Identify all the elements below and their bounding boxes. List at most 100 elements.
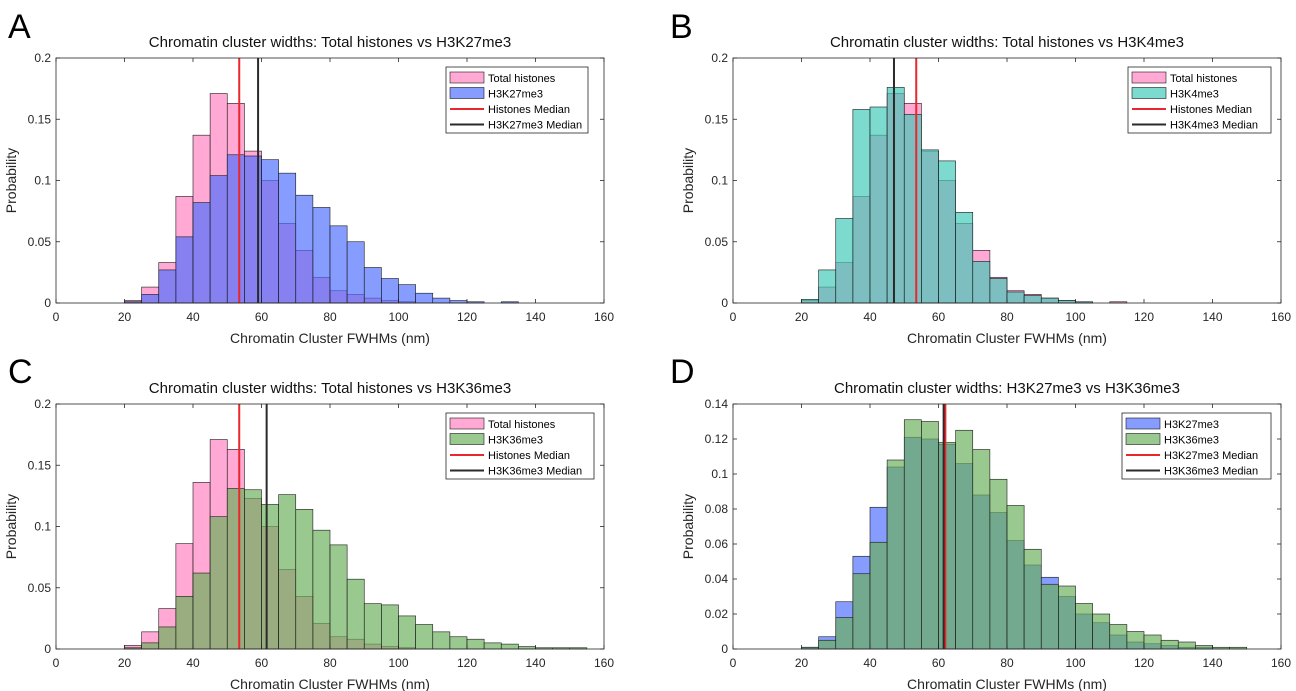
- legend-swatch: [449, 433, 485, 445]
- x-tick-label: 140: [525, 310, 545, 324]
- histogram-bar: [141, 642, 160, 650]
- x-tick-label: 80: [1000, 310, 1014, 324]
- histogram-bar: [295, 194, 314, 304]
- histogram-bar: [1143, 634, 1162, 650]
- histogram-bar: [1177, 641, 1196, 650]
- x-tick-label: 100: [388, 656, 408, 670]
- y-tick-label: 0.2: [711, 51, 728, 65]
- histogram-bar: [1126, 631, 1145, 650]
- y-tick-label: 0.08: [705, 502, 729, 516]
- histogram-bar: [955, 429, 974, 650]
- y-axis-label: Probability: [680, 494, 696, 559]
- histogram-bar: [903, 114, 922, 304]
- histogram-bar: [921, 149, 939, 304]
- histogram-bar: [955, 212, 974, 304]
- y-tick-label: 0.1: [34, 520, 51, 534]
- histogram-bar: [903, 419, 922, 650]
- histogram-bar: [869, 541, 888, 650]
- legend: H3K27me3 H3K36me3 H3K27me3 Median H3K36me3 …: [1121, 412, 1272, 480]
- histogram-bar: [261, 159, 279, 304]
- panel-letter: C: [8, 353, 33, 391]
- x-tick-label: 140: [1202, 656, 1222, 670]
- legend-label: Total histones: [488, 73, 556, 85]
- x-tick-label: 120: [1134, 310, 1154, 324]
- x-tick-label: 120: [1134, 656, 1154, 670]
- panel-letter: A: [8, 8, 31, 46]
- histogram-bar: [938, 160, 956, 304]
- x-tick-label: 40: [863, 310, 877, 324]
- x-axis-label: Chromatin Cluster FWHMs (nm): [907, 676, 1107, 691]
- y-tick-label: 0.05: [28, 581, 52, 595]
- histogram-bar: [192, 572, 211, 650]
- histogram-bar: [398, 615, 416, 650]
- legend-label: H3K36me3 Median: [488, 466, 582, 478]
- y-tick-label: 0.12: [705, 432, 729, 446]
- x-tick-label: 40: [186, 310, 200, 324]
- legend: Total histones H3K27me3 Histones Median H3K…: [445, 66, 589, 134]
- histogram-bar: [346, 241, 365, 304]
- x-tick-label: 20: [795, 656, 809, 670]
- histogram-bar: [1092, 613, 1111, 650]
- histogram-bar: [1023, 295, 1042, 304]
- histogram-bar: [801, 299, 819, 304]
- histogram-bar: [363, 603, 382, 650]
- histogram-bar: [158, 269, 177, 304]
- x-tick-label: 80: [323, 310, 337, 324]
- legend-label: H3K27me3 Median: [1164, 450, 1258, 462]
- legend-swatch: [1131, 71, 1167, 84]
- x-tick-label: 160: [594, 656, 614, 670]
- legend-label: Histones Median: [1170, 104, 1252, 116]
- y-tick-label: 0.2: [34, 397, 51, 411]
- chart-title: Chromatin cluster widths: Total histones…: [149, 34, 511, 51]
- y-tick-label: 0: [721, 642, 728, 656]
- histogram-bar: [329, 544, 348, 650]
- x-tick-label: 0: [53, 310, 60, 324]
- histogram-bar: [972, 449, 991, 650]
- legend-swatch: [449, 417, 485, 430]
- histogram-bar: [886, 87, 905, 304]
- histogram-bar: [500, 643, 519, 650]
- histogram-bar: [1195, 645, 1213, 650]
- y-tick-label: 0.04: [705, 572, 729, 586]
- legend-swatch: [1131, 87, 1167, 99]
- chart-title: Chromatin cluster widths: Total histones…: [149, 380, 511, 397]
- legend-label: Total histones: [1170, 73, 1238, 85]
- x-tick-label: 140: [525, 656, 545, 670]
- y-tick-label: 0.15: [28, 112, 52, 126]
- histogram-bar: [209, 516, 228, 650]
- legend-swatch: [1125, 433, 1161, 445]
- histogram-bar: [938, 442, 956, 650]
- histogram-bar: [381, 278, 399, 304]
- histogram-bar: [818, 269, 837, 304]
- x-tick-label: 60: [255, 310, 269, 324]
- histogram-bar: [972, 261, 991, 304]
- legend: Total histones H3K36me3 Histones Median H3K…: [445, 412, 595, 480]
- histogram-bar: [278, 494, 297, 650]
- legend-label: H3K27me3: [488, 89, 543, 101]
- histogram-bar: [346, 578, 365, 650]
- x-tick-label: 20: [795, 310, 809, 324]
- x-tick-label: 0: [730, 656, 737, 670]
- histogram-bar: [886, 459, 905, 650]
- chart-title: Chromatin cluster widths: Total histones…: [830, 34, 1184, 51]
- x-tick-label: 20: [118, 310, 132, 324]
- y-tick-label: 0.15: [705, 112, 729, 126]
- panel-b: B 0 20 40 60 80 100 120 140 160 0 0.05 0.1 0.15 0.2 Chr…: [670, 8, 1291, 346]
- histogram-bar: [209, 175, 228, 304]
- histogram-bar: [483, 642, 502, 650]
- legend-label: H3K27me3: [1164, 419, 1219, 431]
- y-tick-label: 0.2: [34, 51, 51, 65]
- histogram-bar: [432, 297, 451, 304]
- y-tick-label: 0.1: [711, 174, 728, 188]
- x-axis-label: Chromatin Cluster FWHMs (nm): [230, 676, 430, 691]
- x-tick-label: 60: [932, 310, 946, 324]
- y-tick-label: 0: [721, 296, 728, 310]
- histogram-bar: [295, 509, 314, 650]
- legend-label: H3K4me3: [1170, 89, 1219, 101]
- legend-label: H3K27me3 Median: [488, 120, 582, 132]
- histogram-bar: [175, 236, 194, 304]
- x-tick-label: 120: [457, 310, 477, 324]
- histogram-bar: [989, 478, 1008, 650]
- histogram-bar: [1040, 583, 1059, 650]
